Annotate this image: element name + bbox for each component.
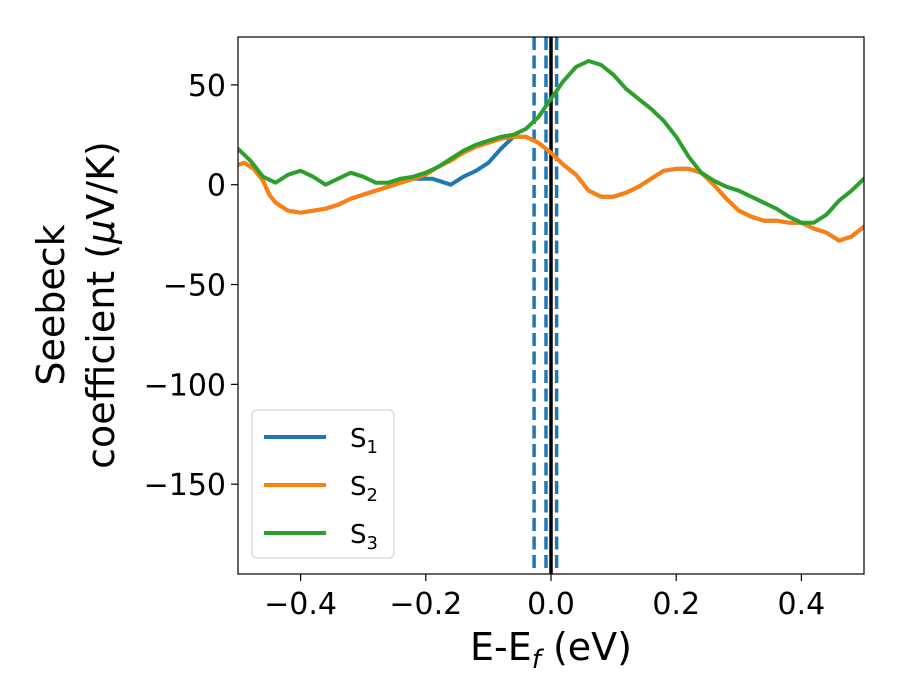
- y-axis-title-mu: μ: [79, 220, 123, 245]
- series-line-s2: [238, 134, 864, 243]
- legend: S1 S2 S3: [251, 409, 395, 559]
- x-axis-title-main: E-E: [470, 625, 532, 669]
- legend-label-s2: S2: [350, 472, 378, 506]
- x-tick-label: 0.0: [527, 587, 575, 622]
- y-axis-title-unit: V/K): [79, 141, 123, 220]
- x-tick-label: −0.2: [389, 587, 462, 622]
- y-tick-label: −150: [144, 468, 226, 503]
- series-line-s3: [238, 59, 864, 225]
- x-axis-title: E-Ef (eV): [470, 625, 632, 675]
- fermi-level-lines: [532, 37, 559, 574]
- y-tick-label: 0: [207, 169, 226, 204]
- x-tick-label: −0.4: [264, 587, 337, 622]
- y-tick-label: −50: [163, 269, 226, 304]
- y-axis-ticks: 50 0 −50 −100 −150: [144, 69, 238, 503]
- legend-label-s3: S3: [350, 520, 378, 554]
- x-tick-label: 0.2: [652, 587, 700, 622]
- series-lines: [238, 59, 864, 243]
- x-tick-label: 0.4: [778, 587, 826, 622]
- y-axis-title-text: coefficient (: [79, 244, 123, 469]
- legend-label-s1: S1: [350, 424, 378, 458]
- x-axis-title-unit: (eV): [541, 625, 632, 669]
- y-tick-label: 50: [188, 69, 226, 104]
- x-axis-ticks: −0.4 −0.2 0.0 0.2 0.4: [264, 574, 825, 622]
- y-axis-title-line2: coefficient (μV/K): [79, 141, 123, 469]
- y-tick-label: −100: [144, 368, 226, 403]
- y-axis-title-line1: Seebeck: [29, 224, 73, 385]
